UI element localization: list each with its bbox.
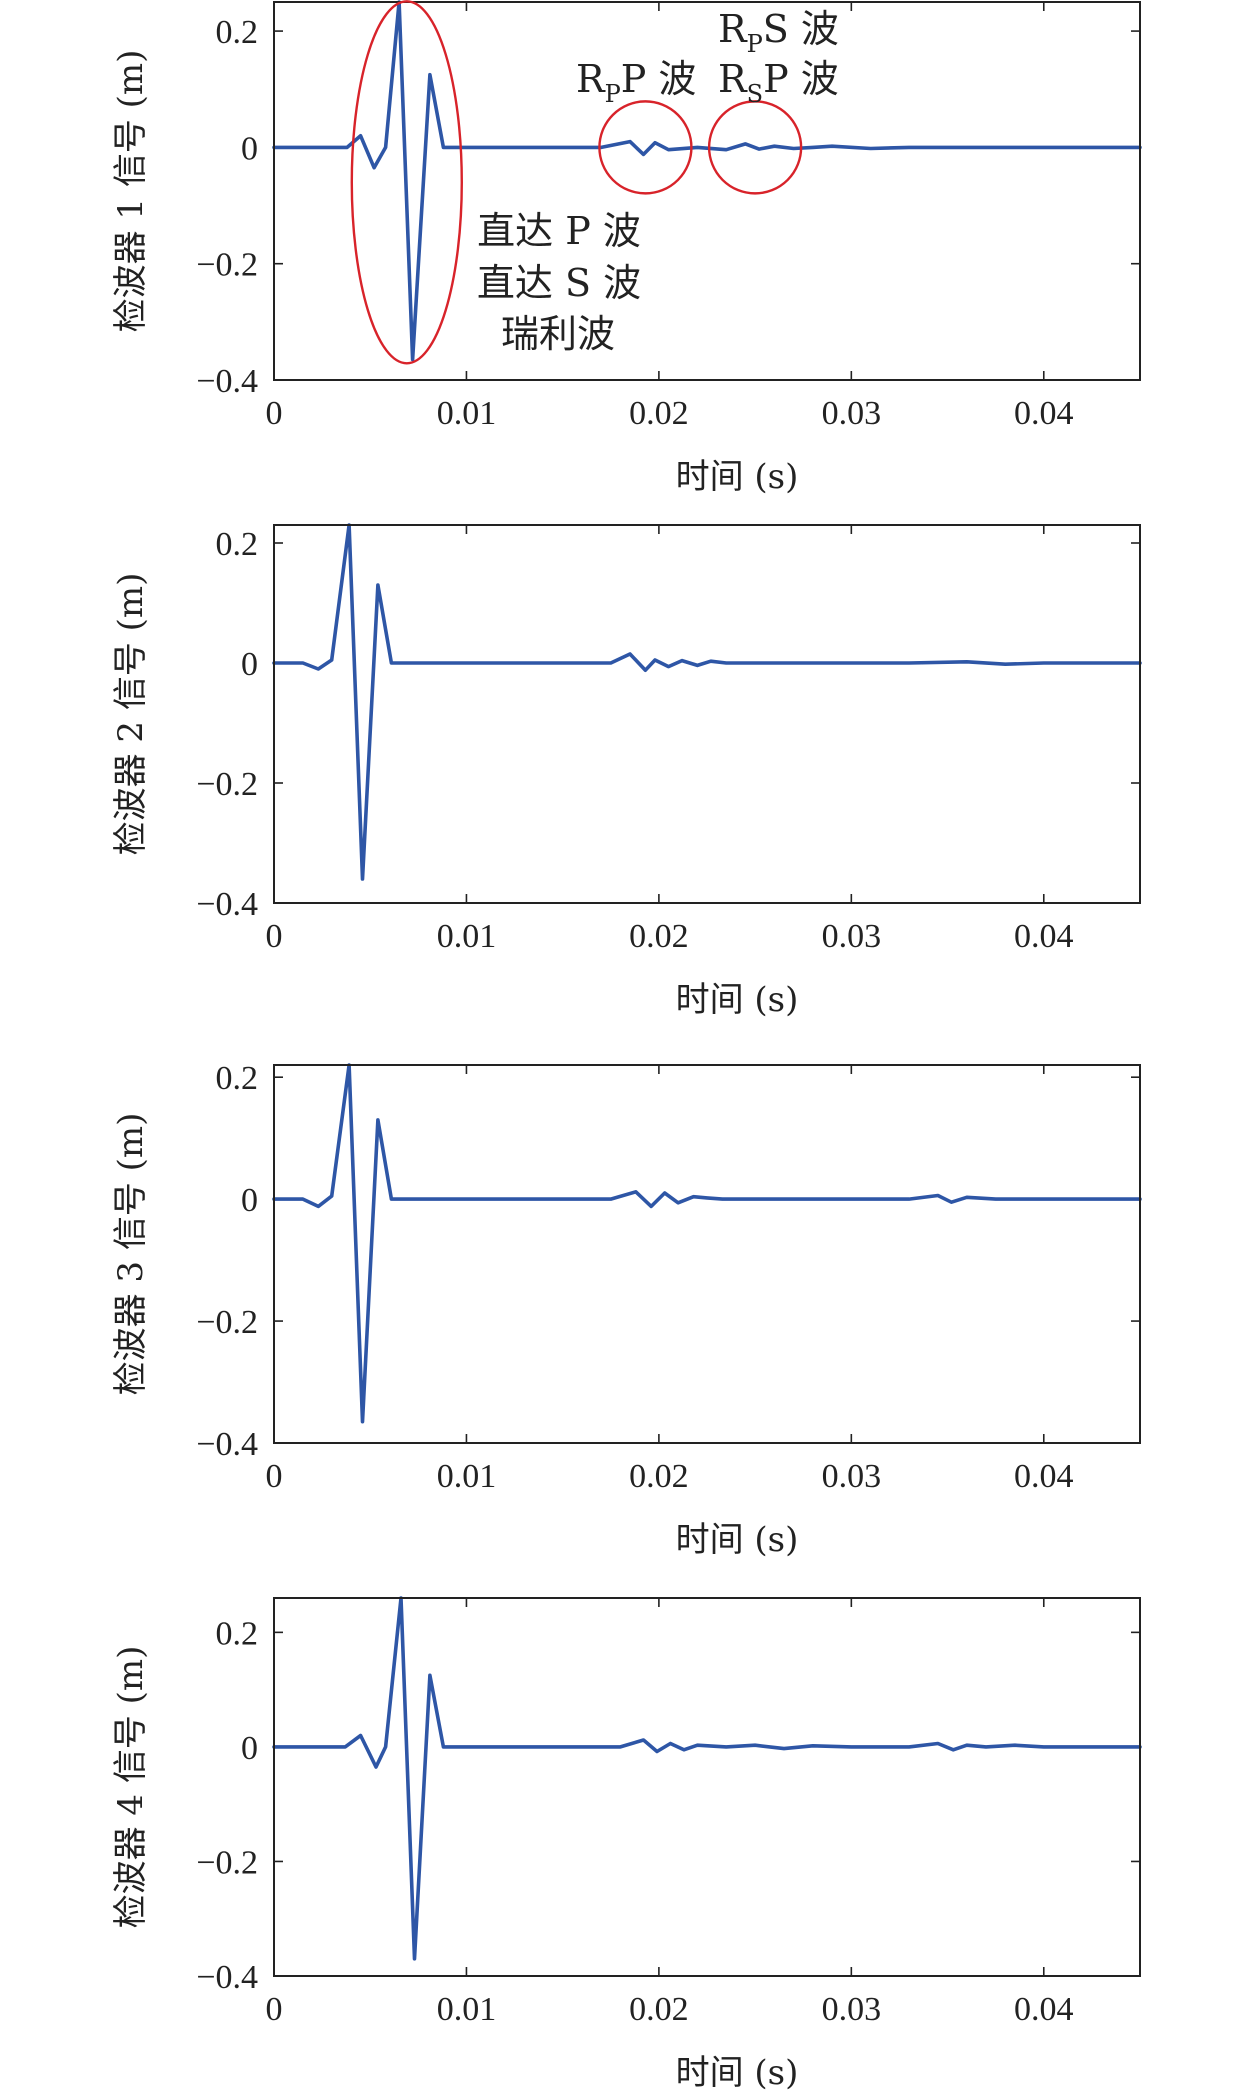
y-tick-label: 0 xyxy=(241,1730,258,1767)
y-axis-title: 检波器 3 信号 (m) xyxy=(111,1113,151,1396)
x-tick-label: 0.03 xyxy=(822,1991,882,2028)
y-tick-label: −0.4 xyxy=(196,886,258,923)
y-tick-label: 0.2 xyxy=(216,1060,259,1097)
annotation-base: R xyxy=(718,7,748,51)
y-tick-label: 0.2 xyxy=(216,1615,259,1652)
x-tick-label: 0.04 xyxy=(1014,1991,1074,2028)
x-axis-title: 时间 (s) xyxy=(676,2053,799,2093)
x-tick-label: 0 xyxy=(266,1991,283,2028)
series-line xyxy=(272,523,1142,881)
panels: 0 0.01 0.02 0.03 0.04 −0.4 −0.2 0 0.2 时间 (s) 检波器 1… xyxy=(111,0,1142,2093)
panel-1: 0 0.01 0.02 0.03 0.04 −0.4 −0.2 0 0.2 时间 (s) 检波器 1… xyxy=(111,0,1142,497)
x-tick-label: 0.04 xyxy=(1014,1458,1074,1495)
annotation-reflected-wave-label: RPS 波 xyxy=(718,7,839,58)
y-axis-title: 检波器 4 信号 (m) xyxy=(111,1646,151,1929)
x-tick-label: 0.04 xyxy=(1014,918,1074,955)
y-tick-label: 0 xyxy=(241,1182,258,1219)
plot-frame xyxy=(273,524,1141,904)
annotation-tail: P 波 xyxy=(763,57,839,101)
annotation-reflected-wave-label: RSP 波 xyxy=(718,57,839,108)
plot-frame xyxy=(273,1064,1141,1444)
x-tick-label: 0 xyxy=(266,395,283,432)
y-tick-label: −0.4 xyxy=(196,1426,258,1463)
panel-3: 0 0.01 0.02 0.03 0.04 −0.4 −0.2 0 0.2 时间 (s) 检波器 3… xyxy=(111,1060,1142,1560)
panel-4: 0 0.01 0.02 0.03 0.04 −0.4 −0.2 0 0.2 时间 (s) 检波器 4… xyxy=(111,1596,1142,2093)
x-tick-label: 0.03 xyxy=(822,918,882,955)
y-tick-label: 0.2 xyxy=(216,14,259,51)
annotation-direct-wave-label: 瑞利波 xyxy=(501,312,615,356)
y-tick-label: −0.2 xyxy=(196,247,258,284)
y-tick-label: 0 xyxy=(241,130,258,167)
x-tick-label: 0.01 xyxy=(437,918,497,955)
y-tick-label: −0.4 xyxy=(196,1959,258,1996)
x-tick-label: 0 xyxy=(266,918,283,955)
y-tick-label: −0.4 xyxy=(196,363,258,400)
y-axis-title: 检波器 2 信号 (m) xyxy=(111,573,151,856)
x-tick-label: 0.01 xyxy=(437,1991,497,2028)
x-tick-label: 0.01 xyxy=(437,1458,497,1495)
annotation-reflected-wave-label: RPP 波 xyxy=(576,57,696,108)
annotation-subscript: P xyxy=(747,30,763,58)
series-line xyxy=(272,1063,1142,1424)
annotation-direct-wave-label: 直达 S 波 xyxy=(477,261,641,305)
series-line xyxy=(272,0,1142,362)
x-tick-label: 0.02 xyxy=(629,918,689,955)
series-line xyxy=(272,1596,1142,1961)
x-tick-label: 0.04 xyxy=(1014,395,1074,432)
x-axis-title: 时间 (s) xyxy=(676,980,799,1020)
y-tick-label: 0.2 xyxy=(216,526,259,563)
annotation-subscript: P xyxy=(605,80,621,108)
annotation-tail: P 波 xyxy=(621,57,697,101)
highlight-circle-rps-rsp xyxy=(707,100,803,195)
annotation-base: R xyxy=(576,57,606,101)
panel-2: 0 0.01 0.02 0.03 0.04 −0.4 −0.2 0 0.2 时间 (s) 检波器 2… xyxy=(111,523,1142,1020)
x-axis-title: 时间 (s) xyxy=(676,457,799,497)
x-tick-label: 0.01 xyxy=(437,395,497,432)
y-axis-title: 检波器 1 信号 (m) xyxy=(111,50,151,333)
highlight-circle-rpp xyxy=(598,100,693,195)
y-tick-label: 0 xyxy=(241,646,258,683)
plot-frame xyxy=(273,1,1141,381)
x-axis-title: 时间 (s) xyxy=(676,1520,799,1560)
annotation-base: R xyxy=(718,57,748,101)
x-tick-label: 0.02 xyxy=(629,395,689,432)
x-tick-label: 0.03 xyxy=(822,395,882,432)
x-tick-label: 0.02 xyxy=(629,1991,689,2028)
x-tick-label: 0.02 xyxy=(629,1458,689,1495)
x-tick-label: 0.03 xyxy=(822,1458,882,1495)
y-tick-label: −0.2 xyxy=(196,1844,258,1881)
annotation-direct-wave-label: 直达 P 波 xyxy=(477,209,641,253)
highlight-ellipse-direct-waves xyxy=(350,0,463,365)
annotation-tail: S 波 xyxy=(763,7,839,51)
plot-frame xyxy=(273,1597,1141,1977)
y-tick-label: −0.2 xyxy=(196,1304,258,1341)
annotation-subscript: S xyxy=(747,80,763,108)
y-tick-label: −0.2 xyxy=(196,766,258,803)
x-tick-label: 0 xyxy=(266,1458,283,1495)
